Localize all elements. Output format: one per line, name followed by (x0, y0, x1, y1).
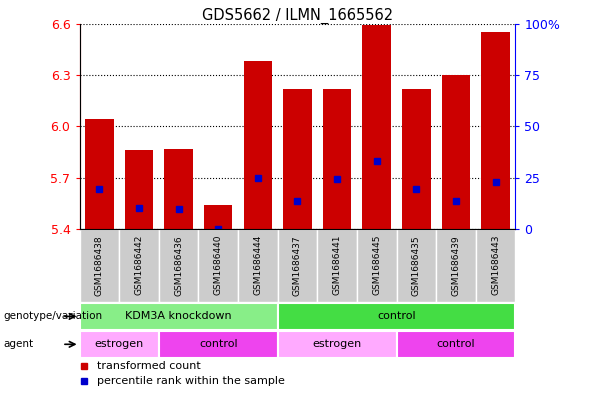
Text: GSM1686443: GSM1686443 (491, 235, 500, 296)
Text: transformed count: transformed count (97, 361, 201, 371)
Bar (119, 229, 159, 303)
Text: GSM1686440: GSM1686440 (214, 235, 223, 296)
Bar (204, 205, 233, 229)
Bar (159, 331, 277, 358)
Text: GSM1686439: GSM1686439 (451, 235, 461, 296)
Bar (277, 303, 515, 330)
Text: GSM1686436: GSM1686436 (174, 235, 183, 296)
Bar (396, 229, 436, 303)
Bar (80, 303, 277, 330)
Bar (402, 89, 431, 229)
Bar (198, 229, 238, 303)
Text: GSM1686441: GSM1686441 (333, 235, 342, 296)
Bar (362, 25, 391, 229)
Text: estrogen: estrogen (94, 339, 144, 349)
Bar (396, 331, 515, 358)
Bar (323, 89, 351, 229)
Bar (277, 229, 317, 303)
Bar (436, 229, 476, 303)
Text: genotype/variation: genotype/variation (3, 311, 102, 321)
Bar (277, 331, 396, 358)
Text: percentile rank within the sample: percentile rank within the sample (97, 376, 285, 386)
Text: GSM1686442: GSM1686442 (134, 235, 144, 295)
Bar (244, 61, 272, 229)
Bar (80, 229, 119, 303)
Text: GSM1686435: GSM1686435 (412, 235, 421, 296)
Bar (159, 229, 198, 303)
Bar (164, 149, 193, 229)
Text: KDM3A knockdown: KDM3A knockdown (125, 311, 232, 321)
Text: control: control (377, 311, 416, 321)
Bar (80, 331, 159, 358)
Text: GSM1686445: GSM1686445 (372, 235, 381, 296)
Text: agent: agent (3, 339, 33, 349)
Bar (357, 229, 396, 303)
Bar (238, 229, 277, 303)
Text: control: control (436, 339, 475, 349)
Text: GSM1686438: GSM1686438 (95, 235, 104, 296)
Bar (481, 32, 510, 229)
Text: GSM1686437: GSM1686437 (293, 235, 302, 296)
Text: GSM1686444: GSM1686444 (253, 235, 262, 295)
Text: estrogen: estrogen (312, 339, 362, 349)
Title: GDS5662 / ILMN_1665562: GDS5662 / ILMN_1665562 (202, 7, 393, 24)
Text: control: control (199, 339, 237, 349)
Bar (283, 89, 312, 229)
Bar (476, 229, 515, 303)
Bar (125, 150, 153, 229)
Bar (442, 75, 470, 229)
Bar (85, 119, 114, 229)
Bar (317, 229, 357, 303)
